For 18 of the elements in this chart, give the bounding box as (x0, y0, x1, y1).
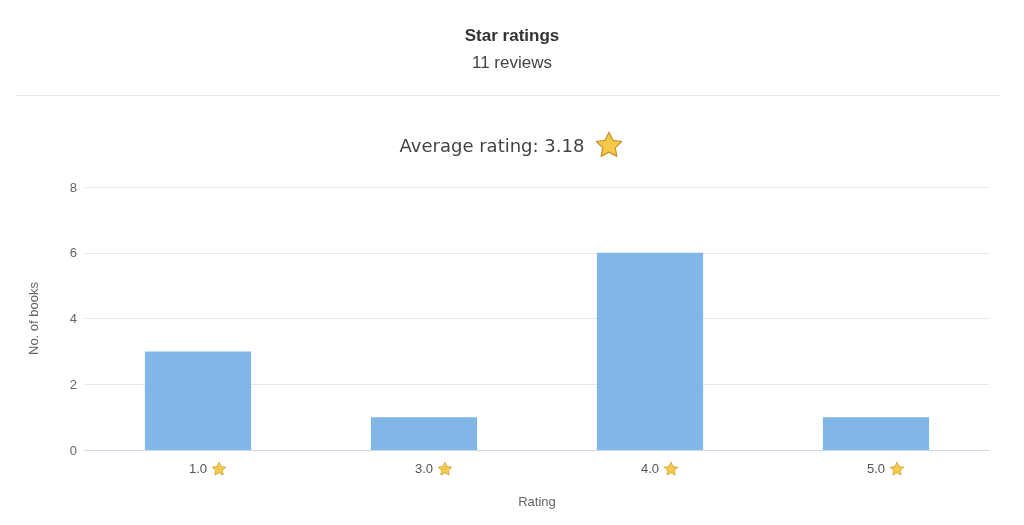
x-tick-label: 4.0 (640, 461, 660, 476)
chart-subtitle: 11 reviews (472, 53, 552, 72)
chart-title: Star ratings (464, 26, 560, 45)
y-tick-label: 8 (69, 179, 77, 195)
x-tick-label: 5.0 (866, 461, 886, 476)
x-axis-title: Rating (518, 494, 556, 509)
x-tick-label: 3.0 (414, 461, 434, 476)
y-tick-label: 6 (69, 245, 77, 261)
bar (596, 252, 704, 450)
x-tick-label: 1.0 (188, 461, 208, 476)
y-tick-label: 4 (69, 311, 77, 326)
y-tick-label: 2 (69, 376, 77, 392)
bar (144, 351, 252, 450)
y-axis-title: No. of books (26, 281, 41, 355)
text: Average rating: 3.18 (399, 134, 585, 156)
bar (370, 417, 478, 450)
bar (822, 417, 930, 450)
y-tick-label: 0 (69, 442, 77, 458)
